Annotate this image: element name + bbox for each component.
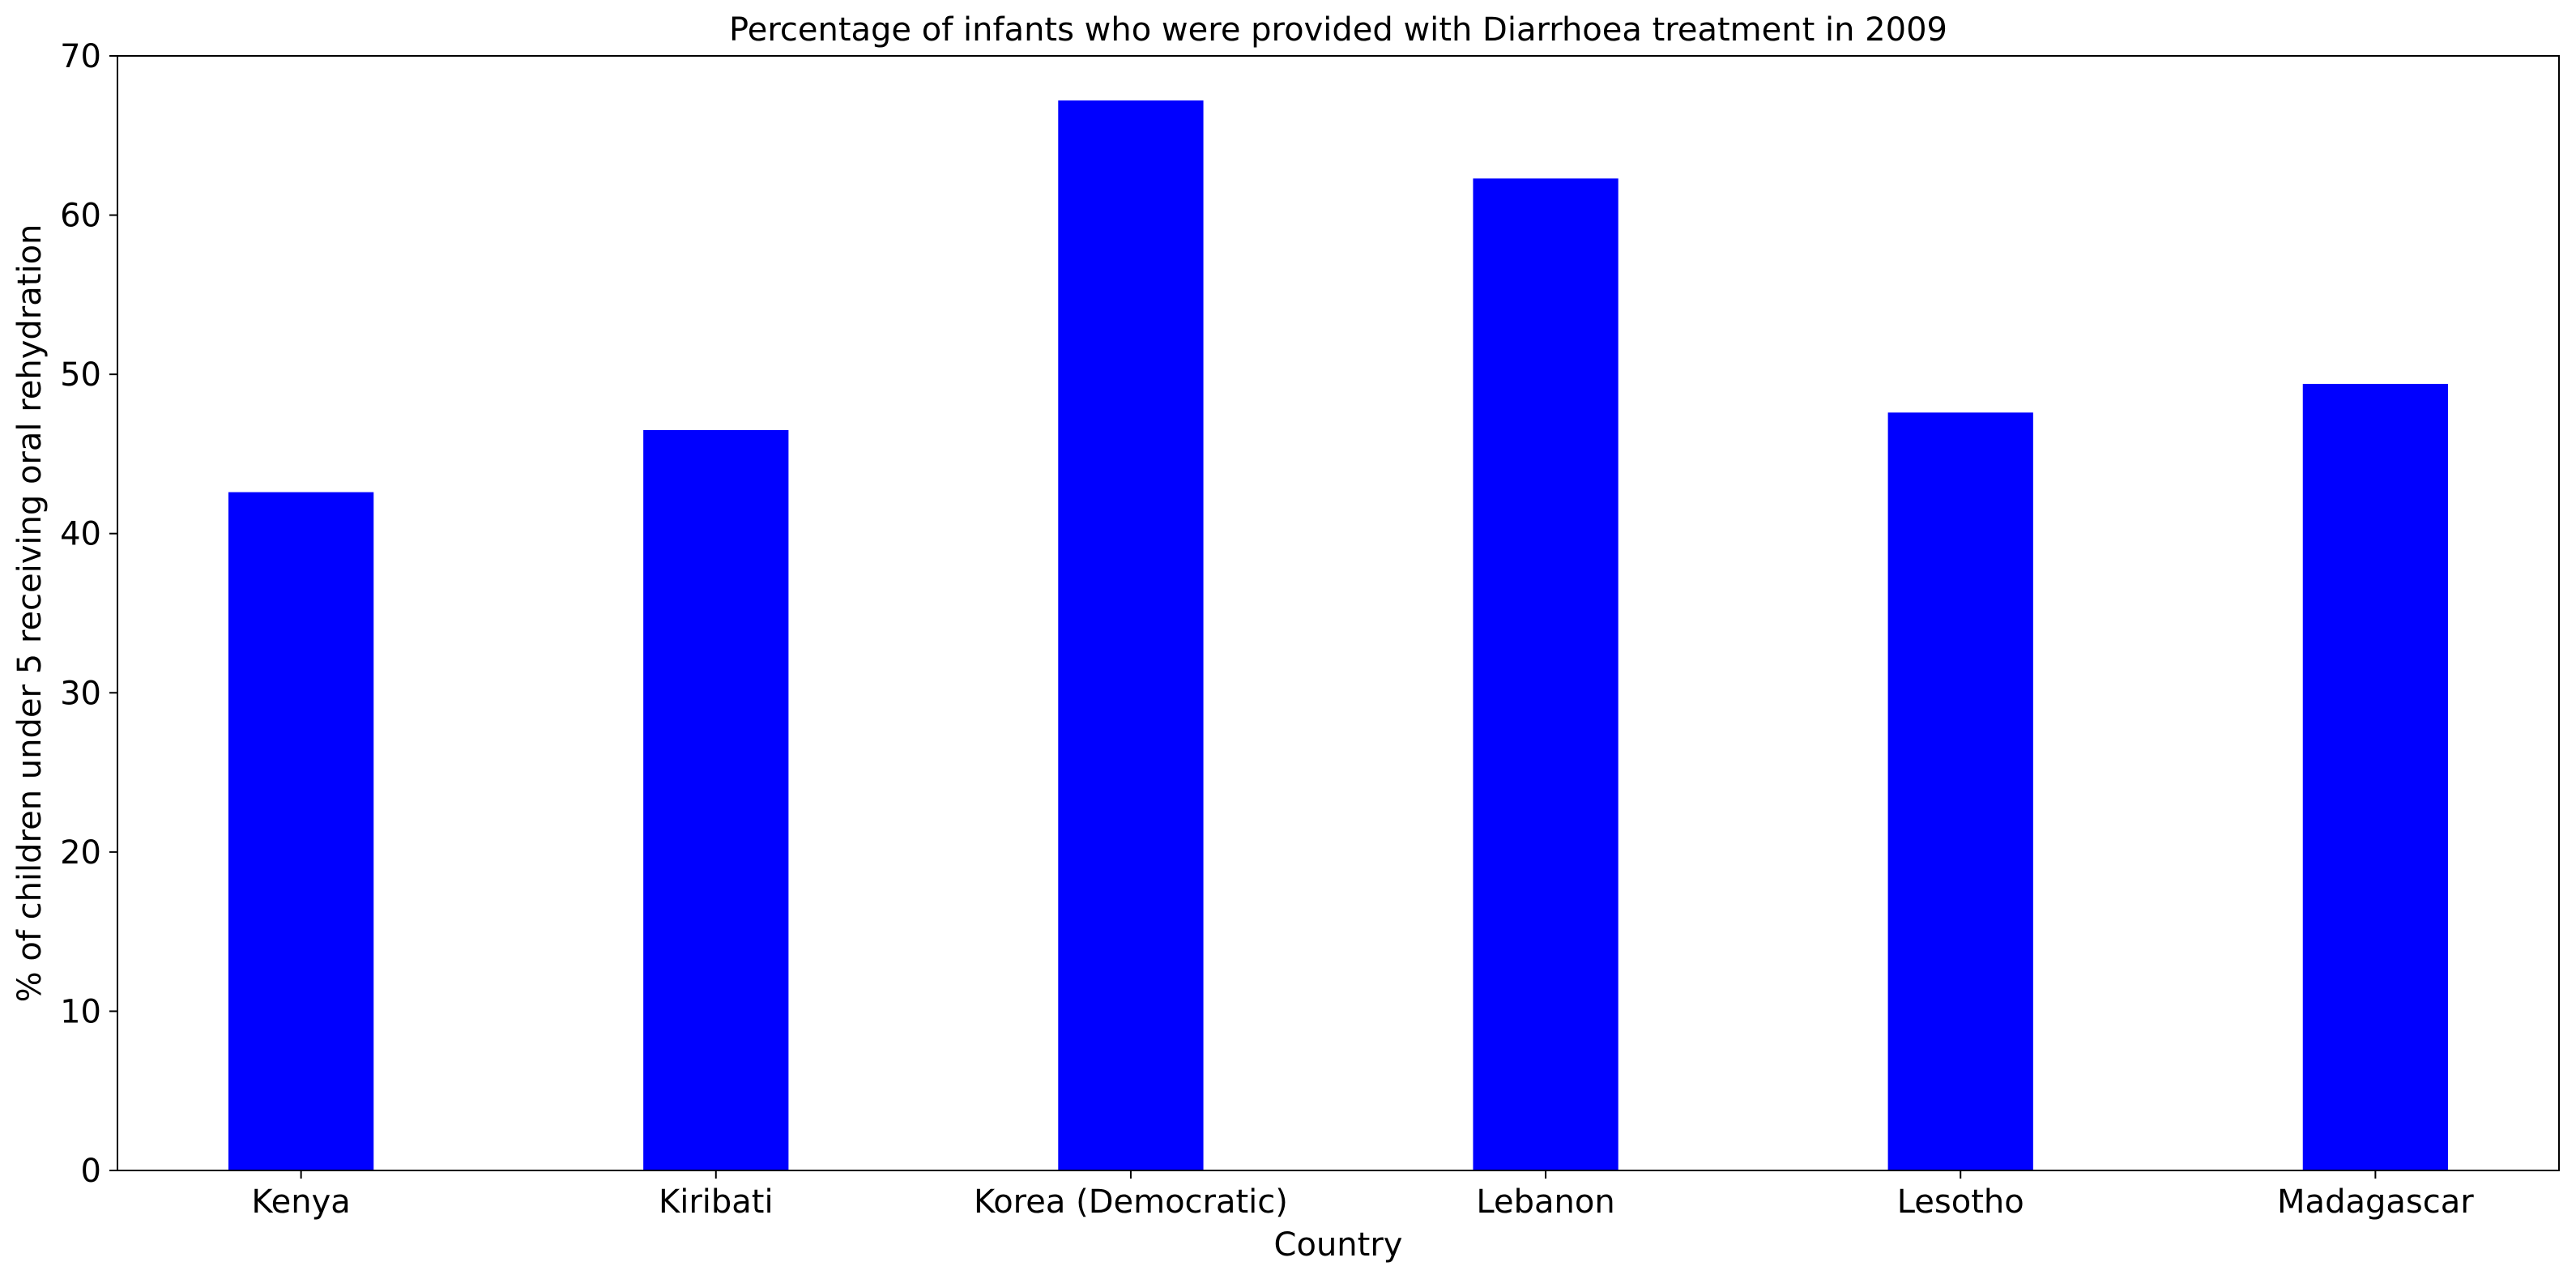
bar-lesotho [1887,412,2033,1170]
chart-title: Percentage of infants who were provided … [729,11,1947,49]
x-tick-label: Korea (Democratic) [974,1183,1288,1221]
x-tick-label: Lesotho [1897,1183,2024,1221]
y-tick-label: 70 [60,38,101,75]
x-axis: Kenya Kiribati Korea (Democratic) Lebanon Le… [251,1170,2474,1221]
x-tick-label: Madagascar [2277,1183,2474,1221]
y-axis-label: % of children under 5 receiving oral reh… [11,224,49,1003]
bar-kiribati [643,429,789,1170]
x-tick-label: Kenya [251,1183,350,1221]
bar-madagascar [2302,383,2448,1170]
bar-kenya [228,492,374,1170]
y-tick-label: 60 [60,198,101,235]
y-tick-label: 40 [60,516,101,553]
y-tick-label: 30 [60,675,101,712]
y-tick-label: 50 [60,356,101,394]
x-tick-label: Lebanon [1476,1183,1614,1221]
x-axis-label: Country [1274,1226,1403,1264]
bar-korea-democratic [1058,100,1204,1170]
plot-frame [117,55,2560,1171]
y-axis: 0 10 20 30 40 50 60 70 [60,38,117,1190]
y-tick-label: 0 [81,1153,101,1190]
x-tick-label: Kiribati [659,1183,774,1221]
bar-lebanon [1473,178,1619,1171]
y-tick-label: 10 [60,993,101,1030]
bars-layer [228,100,2448,1171]
y-tick-label: 20 [60,834,101,872]
